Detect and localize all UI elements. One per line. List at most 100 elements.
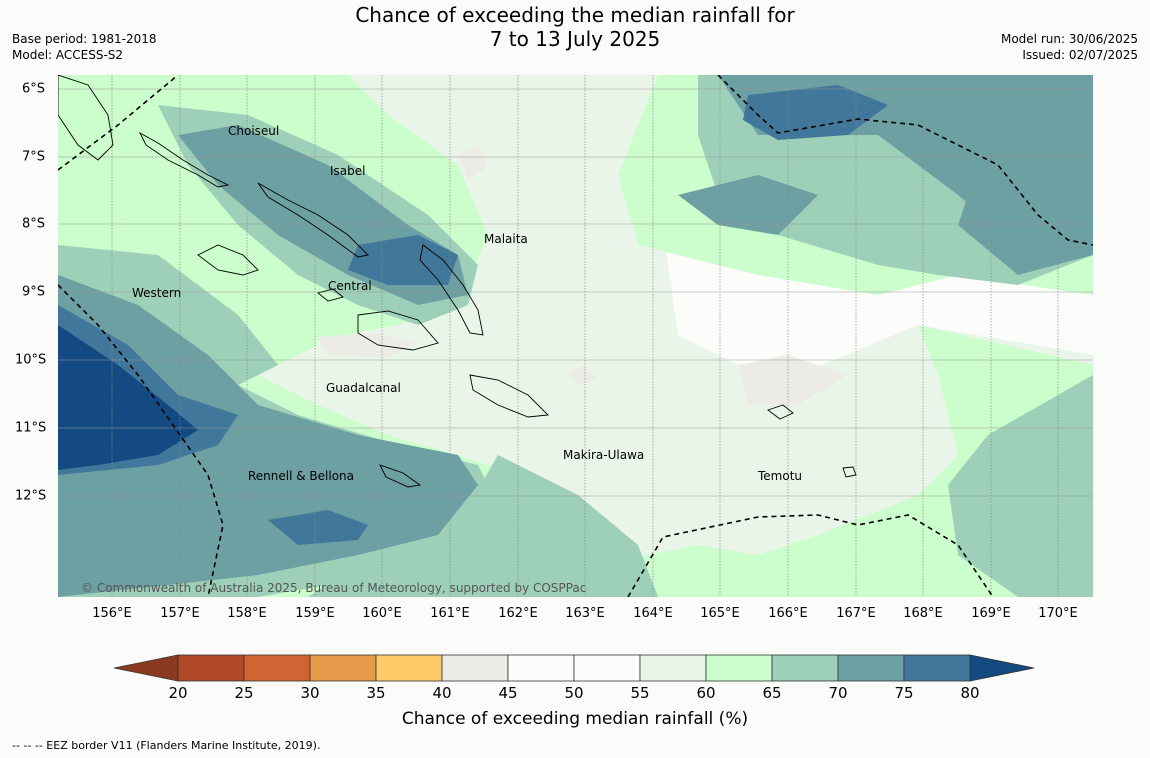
lon-tick: 156°E [92, 606, 132, 621]
contour-75-80-south [268, 510, 368, 545]
contour-40-45-c [738, 355, 848, 405]
colorbar-bin-30-35 [309, 654, 377, 682]
contour-65-70-south [308, 455, 658, 597]
chart-title: Chance of exceeding the median rainfall … [0, 3, 1150, 51]
contour-70-75-ne2 [678, 175, 818, 235]
colorbar-bin-60-65 [705, 654, 773, 682]
lon-tick: 169°E [971, 606, 1011, 621]
title-line-1: Chance of exceeding the median rainfall … [355, 3, 795, 27]
contour-70-75 [58, 275, 478, 597]
colorbar-bin-55-60 [639, 654, 707, 682]
colorbar-label: 35 [366, 684, 386, 702]
meta-right: Model run: 30/06/2025 Issued: 02/07/2025 [1001, 31, 1138, 63]
lon-tick: 160°E [362, 606, 402, 621]
colorbar-label: 20 [168, 684, 188, 702]
coastlines [58, 75, 857, 488]
contour-70-75-east [958, 165, 1093, 275]
colorbar-label: 25 [234, 684, 254, 702]
colorbar-label: 75 [894, 684, 914, 702]
island-guadalcanal [357, 310, 439, 351]
island-malaita [419, 244, 484, 336]
colorbar-bin-65-70 [771, 654, 839, 682]
lon-tick: 162°E [498, 606, 538, 621]
eez-northwest [58, 75, 179, 171]
colorbar-title: Chance of exceeding median rainfall (%) [401, 709, 749, 729]
label-malaita: Malaita [484, 232, 528, 246]
island-north-west [58, 75, 114, 161]
eez-footnote: -- -- -- EEZ border V11 (Flanders Marine… [12, 739, 321, 752]
colorbar-label: 45 [498, 684, 518, 702]
label-western: Western [132, 286, 181, 300]
colorbar-low-arrow [114, 654, 179, 682]
lon-tick: 163°E [565, 606, 605, 621]
lon-tick: 168°E [903, 606, 943, 621]
title-line-2: 7 to 13 July 2025 [489, 27, 661, 51]
contour-75-80-center [348, 235, 458, 285]
label-choiseul: Choiseul [228, 124, 279, 138]
colorbar-label: 80 [960, 684, 980, 702]
colorbar-bin-75-80 [903, 654, 971, 682]
lon-tick: 170°E [1038, 606, 1078, 621]
issued-date: Issued: 02/07/2025 [1022, 48, 1138, 62]
colorbar-high-arrow [969, 654, 1035, 682]
base-period: Base period: 1981-2018 [12, 32, 157, 46]
lon-tick: 157°E [160, 606, 200, 621]
model-run: Model run: 30/06/2025 [1000, 32, 1138, 46]
contour-40-45-b [458, 147, 488, 180]
island-choiseul [138, 131, 230, 188]
label-temotu: Temotu [757, 469, 802, 483]
lat-tick: 9°S [22, 284, 46, 300]
lon-tick: 165°E [700, 606, 740, 621]
model-name: Model: ACCESS-S2 [12, 48, 124, 62]
label-isabel: Isabel [330, 164, 365, 178]
lon-tick: 159°E [295, 606, 335, 621]
label-makira-ulawa: Makira-Ulawa [563, 448, 644, 462]
island-rennell [379, 464, 422, 488]
meta-left: Base period: 1981-2018 Model: ACCESS-S2 [12, 31, 157, 63]
colorbar-bin-50-55 [573, 654, 641, 682]
label-central: Central [328, 279, 372, 293]
colorbar-label: 55 [630, 684, 650, 702]
map-copyright: © Commonwealth of Australia 2025, Bureau… [81, 581, 586, 595]
colorbar-bin-70-75 [837, 654, 905, 682]
lon-tick: 158°E [227, 606, 267, 621]
lat-tick: 6°S [22, 81, 46, 97]
colorbar-bin-20-25 [177, 654, 245, 682]
island-vanikoro [842, 466, 857, 478]
island-santa-cruz [767, 404, 794, 420]
lat-tick: 7°S [22, 149, 46, 165]
colorbar-bin-35-40 [375, 654, 443, 682]
island-central [317, 288, 344, 302]
contour-40-45-a [318, 333, 418, 357]
lat-tick: 8°S [22, 216, 46, 232]
lon-tick: 161°E [430, 606, 470, 621]
eez-west [58, 284, 224, 597]
lat-tick: 10°S [15, 352, 47, 368]
contour-40-45-d [568, 365, 596, 387]
colorbar [114, 654, 1035, 682]
colorbar-bin-25-30 [243, 654, 311, 682]
colorbar-label: 60 [696, 684, 716, 702]
colorbar-label: 50 [564, 684, 584, 702]
contour-65-70-east [948, 375, 1093, 597]
lon-tick: 164°E [633, 606, 673, 621]
colorbar-bin-45-50 [507, 654, 575, 682]
lat-gridlines [58, 88, 1093, 497]
colorbar-label: 65 [762, 684, 782, 702]
eez-south [627, 514, 994, 597]
lon-tick: 166°E [768, 606, 808, 621]
contour-80-plus [58, 325, 198, 470]
island-makira [469, 374, 549, 418]
label-guadalcanal: Guadalcanal [326, 381, 401, 395]
colorbar-label: 30 [300, 684, 320, 702]
rainfall-map: Choiseul Isabel Malaita Western Central … [58, 75, 1093, 597]
colorbar-label: 40 [432, 684, 452, 702]
island-new-georgia [197, 244, 259, 276]
contour-75-80-ne [743, 85, 888, 140]
lat-tick: 12°S [15, 488, 47, 504]
eez-borders [58, 75, 1093, 597]
colorbar-bin-40-45 [441, 654, 509, 682]
label-rennell-bellona: Rennell & Bellona [248, 469, 354, 483]
island-isabel [257, 182, 369, 258]
eez-north [717, 75, 1093, 246]
